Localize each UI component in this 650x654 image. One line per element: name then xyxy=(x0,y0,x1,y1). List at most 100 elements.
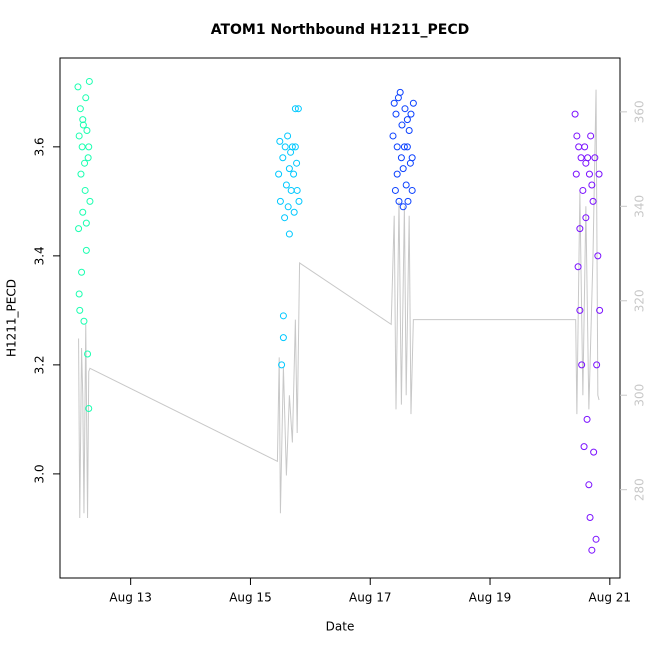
point xyxy=(281,214,289,222)
point xyxy=(284,203,292,211)
point xyxy=(596,306,604,314)
point xyxy=(82,246,90,254)
point xyxy=(571,110,579,118)
point xyxy=(275,170,283,178)
point xyxy=(284,132,292,140)
point xyxy=(408,154,416,162)
point xyxy=(79,116,87,124)
point xyxy=(85,404,93,412)
point xyxy=(402,181,410,189)
point xyxy=(591,154,599,162)
point xyxy=(580,443,588,451)
x-axis-label: Date xyxy=(326,620,355,634)
point xyxy=(392,110,400,118)
point xyxy=(407,110,415,118)
point xyxy=(83,126,91,134)
point xyxy=(593,361,601,369)
point xyxy=(285,230,293,238)
point xyxy=(401,105,409,113)
point xyxy=(577,154,585,162)
x-tick-label: Aug 15 xyxy=(229,591,272,605)
point xyxy=(79,121,87,129)
y2-tick-label: 320 xyxy=(633,289,647,312)
point xyxy=(585,481,593,489)
point xyxy=(76,306,84,314)
point xyxy=(408,186,416,194)
point xyxy=(86,197,94,205)
point xyxy=(399,165,407,173)
point xyxy=(288,143,296,151)
point xyxy=(576,225,584,233)
point xyxy=(592,535,600,543)
point xyxy=(75,290,83,298)
point xyxy=(78,268,86,276)
point xyxy=(395,197,403,205)
y-tick-label: 3.0 xyxy=(33,464,47,483)
point xyxy=(404,197,412,205)
point xyxy=(572,170,580,178)
point xyxy=(82,94,90,102)
point xyxy=(85,77,93,85)
point xyxy=(81,159,89,167)
point xyxy=(282,181,290,189)
point xyxy=(589,197,597,205)
point xyxy=(403,143,411,151)
point xyxy=(389,132,397,140)
point xyxy=(586,513,594,521)
y-axis-label: H1211_PECD xyxy=(5,279,19,357)
x-tick-label: Aug 19 xyxy=(469,591,512,605)
point xyxy=(279,334,287,342)
y2-tick-label: 280 xyxy=(633,478,647,501)
point xyxy=(576,306,584,314)
point xyxy=(85,143,93,151)
point xyxy=(595,170,603,178)
point xyxy=(579,186,587,194)
point xyxy=(583,415,591,423)
point xyxy=(81,186,89,194)
x-tick-label: Aug 13 xyxy=(109,591,152,605)
y-tick-label: 3.4 xyxy=(33,246,47,265)
point xyxy=(581,143,589,151)
x-tick-label: Aug 21 xyxy=(589,591,632,605)
point xyxy=(84,154,92,162)
point xyxy=(409,99,417,107)
point xyxy=(279,154,287,162)
point xyxy=(79,208,87,216)
point xyxy=(396,88,404,96)
point xyxy=(588,181,596,189)
y2-tick-label: 300 xyxy=(633,384,647,407)
plot-box xyxy=(59,57,621,579)
point xyxy=(573,132,581,140)
point xyxy=(400,143,408,151)
point xyxy=(291,105,299,113)
point xyxy=(290,170,298,178)
point xyxy=(393,170,401,178)
point xyxy=(295,197,303,205)
point xyxy=(582,214,590,222)
point xyxy=(78,143,86,151)
point xyxy=(84,350,92,358)
point xyxy=(75,132,83,140)
point xyxy=(74,83,82,91)
point xyxy=(82,219,90,227)
x-tick-label: Aug 17 xyxy=(349,591,392,605)
point xyxy=(582,159,590,167)
point xyxy=(594,252,602,260)
y2-tick-label: 340 xyxy=(633,195,647,218)
point xyxy=(75,225,83,233)
point xyxy=(278,361,286,369)
point xyxy=(76,105,84,113)
y-tick-label: 3.2 xyxy=(33,355,47,374)
point xyxy=(403,116,411,124)
point xyxy=(276,137,284,145)
point xyxy=(285,165,293,173)
y-tick-label: 3.6 xyxy=(33,137,47,156)
point xyxy=(80,317,88,325)
chart-title: ATOM1 Northbound H1211_PECD xyxy=(211,22,470,38)
point xyxy=(399,203,407,211)
point xyxy=(398,121,406,129)
point xyxy=(578,361,586,369)
point xyxy=(77,170,85,178)
